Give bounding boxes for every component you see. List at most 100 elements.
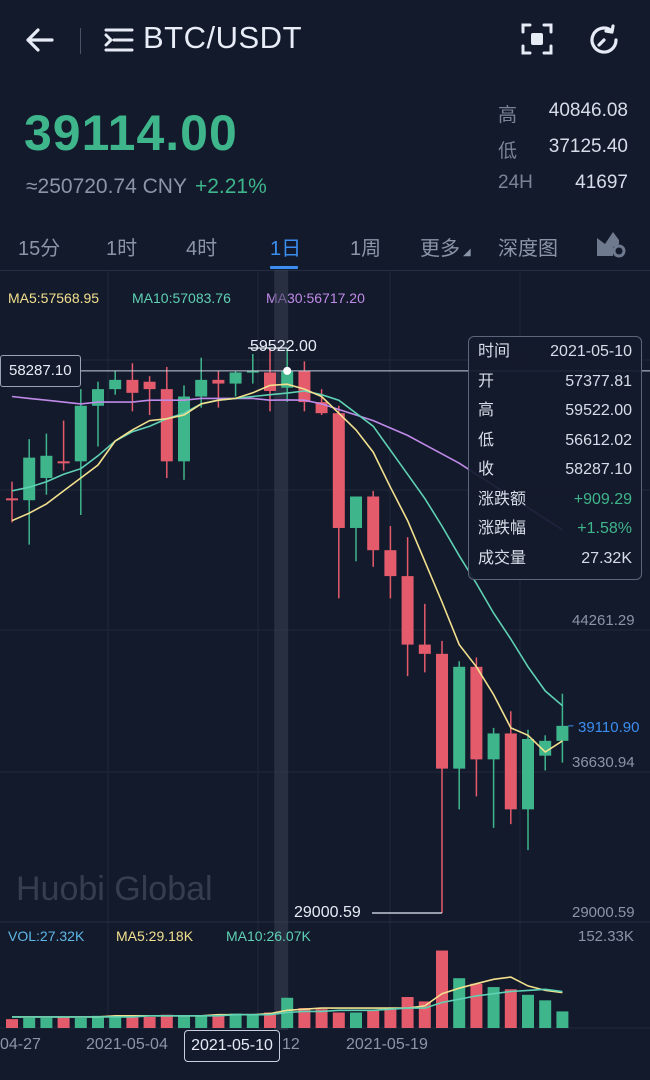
x-label: 12: [282, 1036, 300, 1053]
y-label-44261: 44261.29: [572, 612, 635, 629]
x-label-selected: 2021-05-10: [184, 1030, 280, 1062]
crosshair-dot: [283, 366, 292, 375]
tooltip-key: 收: [478, 461, 495, 478]
ma5-line: [11, 383, 563, 754]
candle-body: [160, 389, 173, 462]
volume-bar: [401, 997, 414, 1028]
candle-body: [6, 498, 18, 501]
screenshot-icon[interactable]: [520, 22, 554, 56]
tooltip-value: 56612.02: [565, 431, 632, 449]
stat-low-label: 低: [498, 141, 518, 162]
trading-pair-title[interactable]: BTC/USDT: [143, 20, 302, 55]
candle-body: [264, 372, 276, 391]
x-label: 04-27: [0, 1036, 41, 1053]
candle-body: [470, 666, 483, 760]
stat-24h-value: 41697: [575, 172, 628, 193]
header-divider: [80, 28, 81, 54]
vol-ma10-legend: MA10:26.07K: [226, 928, 311, 944]
tab-more-label: 更多: [420, 238, 460, 260]
tooltip-row: 涨跌幅 +1.58%: [469, 514, 641, 544]
ma5-legend: MA5:57568.95: [8, 290, 100, 306]
ma30-legend: MA30:56717.20: [266, 290, 365, 306]
cny-value: ≈250720.74 CNY: [26, 175, 187, 198]
vol-legend: VOL:27.32K: [8, 928, 85, 944]
triangle-down-icon: ◢: [463, 247, 471, 258]
volume-bar: [298, 1008, 311, 1028]
tooltip-value: +1.58%: [577, 520, 632, 537]
tab-1d[interactable]: 1日: [270, 238, 302, 260]
candle-body: [401, 576, 414, 645]
tooltip-key: 低: [478, 431, 495, 449]
volume-bar: [556, 1011, 569, 1028]
tooltip-row: 成交量 27.32K: [469, 544, 641, 574]
candle-body: [74, 405, 87, 462]
ticker-stats: 高 40846.08 低 37125.40 24H 41697: [498, 100, 628, 208]
tooltip-row: 涨跌额 +909.29: [469, 485, 641, 515]
stat-low: 低 37125.40: [498, 136, 628, 172]
tab-more[interactable]: 更多 ◢: [420, 232, 471, 261]
refresh-icon[interactable]: [586, 22, 622, 58]
candle-body: [229, 372, 242, 384]
volume-bar: [23, 1018, 36, 1028]
vol-ma5-legend: MA5:29.18K: [116, 928, 194, 944]
candle-body: [539, 740, 552, 756]
kline-chart[interactable]: [0, 270, 650, 1060]
x-label: 2021-05-19: [346, 1036, 428, 1053]
candle-body: [212, 379, 225, 384]
y-label-36630: 36630.94: [572, 754, 635, 771]
candle-body: [195, 379, 208, 397]
tooltip-key: 开: [478, 372, 495, 390]
candle-body: [315, 402, 328, 414]
volume-bar: [126, 1015, 139, 1028]
back-arrow-icon[interactable]: [22, 22, 58, 58]
candle-body: [504, 733, 517, 810]
stat-high: 高 40846.08: [498, 100, 628, 136]
active-tab-indicator: [270, 266, 298, 269]
candle-body: [178, 396, 190, 462]
tooltip-row: 开 57377.81: [469, 367, 641, 397]
tab-1w[interactable]: 1周: [350, 238, 382, 260]
price-cny: ≈250720.74 CNY +2.21%: [26, 175, 267, 199]
volume-bar: [178, 1015, 190, 1028]
tab-depth[interactable]: 深度图: [498, 238, 558, 260]
candle-body: [281, 370, 294, 388]
volume-bar: [453, 978, 466, 1028]
candle-body: [556, 725, 569, 741]
candle-body: [367, 496, 380, 551]
tab-4h[interactable]: 4时: [186, 238, 218, 260]
volume-bar: [246, 1014, 259, 1028]
volume-bar: [367, 1010, 380, 1028]
ma10-legend: MA10:57083.76: [132, 290, 231, 306]
candle-body: [57, 461, 70, 464]
stat-high-label: 高: [498, 105, 518, 126]
volume-bar: [504, 989, 517, 1028]
stat-24h-label: 24H: [498, 172, 533, 193]
candle-body: [453, 666, 466, 769]
volume-bar: [436, 950, 448, 1028]
volume-bar: [539, 1000, 552, 1028]
tooltip-row: 高 59522.00: [469, 396, 641, 426]
tooltip-value: +909.29: [573, 490, 632, 508]
candle-body: [350, 496, 362, 528]
tooltip-value: 59522.00: [565, 402, 632, 419]
tab-1h[interactable]: 1时: [106, 238, 138, 260]
pair-list-icon[interactable]: [104, 27, 134, 53]
candle-body: [436, 653, 448, 769]
volume-bar: [212, 1014, 225, 1028]
chart-settings-icon[interactable]: [596, 230, 626, 264]
volume-bar: [92, 1015, 104, 1028]
stat-low-value: 37125.40: [548, 136, 628, 157]
tooltip-key: 高: [478, 402, 495, 419]
tooltip-value: 2021-05-10: [550, 343, 632, 360]
candle-body: [246, 370, 259, 373]
tab-15m[interactable]: 15分: [18, 238, 61, 260]
tooltip-value: 57377.81: [565, 372, 632, 390]
tooltip-key: 成交量: [478, 549, 527, 567]
volume-bar: [160, 1014, 173, 1028]
stat-24h: 24H 41697: [498, 172, 628, 208]
tooltip-row: 收 58287.10: [469, 455, 641, 485]
candle-body: [109, 379, 122, 390]
volume-bar: [74, 1018, 87, 1028]
volume-bar: [332, 1012, 345, 1028]
volume-bar: [522, 994, 534, 1028]
